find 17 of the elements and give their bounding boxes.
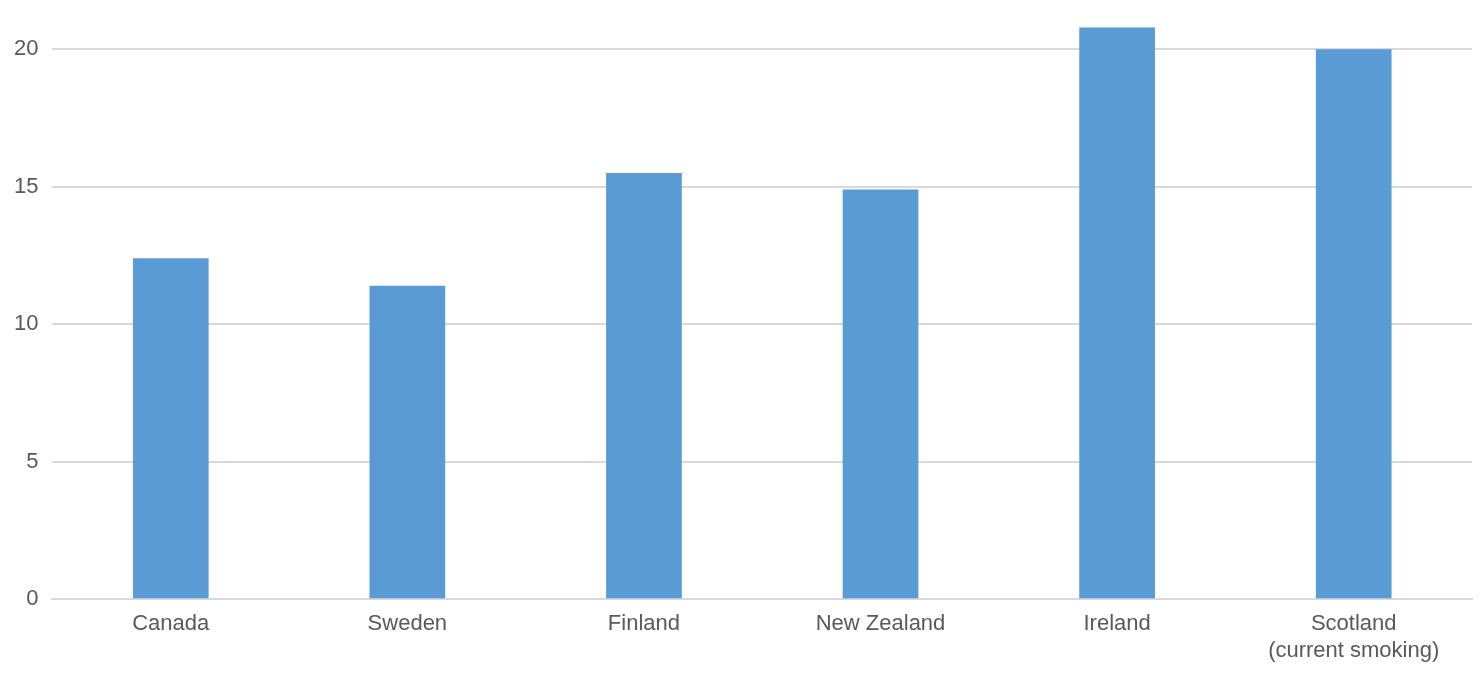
x-tick-label: Finland xyxy=(607,610,681,636)
y-tick-label: 5 xyxy=(26,447,39,473)
bar xyxy=(606,172,682,599)
x-tick-label: Sweden xyxy=(367,610,448,636)
bar xyxy=(1315,49,1392,599)
x-tick-label: Ireland xyxy=(1083,610,1151,636)
bar xyxy=(132,258,209,599)
y-tick-label: 10 xyxy=(13,310,39,336)
y-tick-label: 20 xyxy=(13,35,39,61)
y-tick-label: 15 xyxy=(13,172,39,198)
bar xyxy=(1079,27,1155,599)
y-tick-label: 0 xyxy=(26,585,39,611)
bar xyxy=(369,285,446,599)
x-tick-label: Scotland (current smoking) xyxy=(1268,610,1440,662)
x-tick-label: New Zealand xyxy=(815,610,946,636)
x-tick-label: Canada xyxy=(132,610,211,636)
bar xyxy=(842,189,919,599)
